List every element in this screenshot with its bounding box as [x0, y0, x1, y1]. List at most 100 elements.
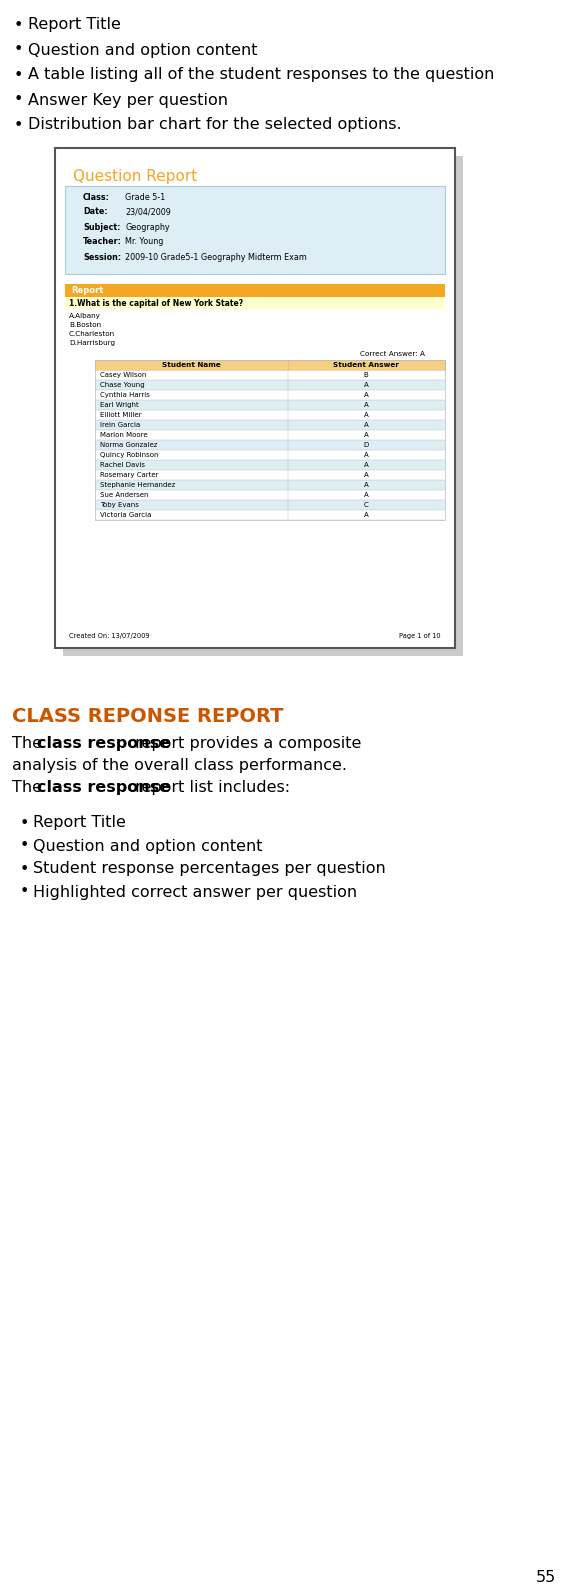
- Bar: [65, 298, 445, 309]
- Text: A: A: [364, 392, 369, 398]
- Bar: [95, 500, 445, 509]
- Text: Rachel Davis: Rachel Davis: [100, 462, 145, 468]
- Text: Student response percentages per question: Student response percentages per questio…: [33, 861, 386, 877]
- Text: Report Title: Report Title: [33, 815, 126, 831]
- Text: A: A: [364, 471, 369, 478]
- Text: Sue Andersen: Sue Andersen: [100, 492, 148, 498]
- Text: C: C: [364, 501, 369, 508]
- Text: •: •: [14, 92, 23, 108]
- Bar: [95, 460, 445, 470]
- Bar: [95, 470, 445, 481]
- Text: •: •: [20, 861, 29, 877]
- Text: report list includes:: report list includes:: [130, 780, 290, 794]
- Text: class response: class response: [37, 736, 170, 751]
- Text: •: •: [14, 18, 23, 32]
- Bar: [95, 380, 445, 390]
- Text: A table listing all of the student responses to the question: A table listing all of the student respo…: [28, 67, 494, 83]
- Bar: [95, 360, 445, 521]
- Text: 2009-10 Grade5-1 Geography Midterm Exam: 2009-10 Grade5-1 Geography Midterm Exam: [125, 253, 307, 261]
- Text: class response: class response: [37, 780, 170, 794]
- Text: Created On: 13/07/2009: Created On: 13/07/2009: [69, 634, 150, 638]
- Text: Earl Wright: Earl Wright: [100, 403, 139, 408]
- Text: Answer Key per question: Answer Key per question: [28, 92, 228, 108]
- Text: Mr. Young: Mr. Young: [125, 237, 163, 247]
- Text: A: A: [364, 482, 369, 489]
- Text: A: A: [364, 403, 369, 408]
- Text: Question and option content: Question and option content: [28, 43, 258, 57]
- Bar: [95, 411, 445, 420]
- Bar: [95, 451, 445, 460]
- Text: C.Charleston: C.Charleston: [69, 331, 115, 338]
- Text: B: B: [364, 373, 369, 377]
- Text: Grade 5-1: Grade 5-1: [125, 193, 165, 202]
- Text: Elliott Miller: Elliott Miller: [100, 412, 142, 419]
- Text: •: •: [20, 885, 29, 899]
- Text: Victoria Garcia: Victoria Garcia: [100, 513, 151, 517]
- Bar: [95, 390, 445, 400]
- Text: report provides a composite: report provides a composite: [130, 736, 361, 751]
- Text: CLASS REPONSE REPORT: CLASS REPONSE REPORT: [12, 707, 283, 726]
- Text: Norma Gonzalez: Norma Gonzalez: [100, 443, 158, 447]
- Text: Rosemary Carter: Rosemary Carter: [100, 471, 159, 478]
- Text: Page 1 of 10: Page 1 of 10: [399, 634, 441, 638]
- Text: Report: Report: [71, 287, 103, 295]
- Text: A: A: [364, 452, 369, 458]
- Text: The: The: [12, 780, 47, 794]
- Text: 1.What is the capital of New York State?: 1.What is the capital of New York State?: [69, 299, 243, 307]
- Bar: [65, 186, 445, 274]
- Text: A: A: [364, 412, 369, 419]
- Text: A: A: [364, 513, 369, 517]
- Text: A: A: [364, 431, 369, 438]
- Bar: [95, 439, 445, 451]
- Text: Geography: Geography: [125, 223, 170, 231]
- Text: Correct Answer: A: Correct Answer: A: [360, 350, 425, 357]
- Text: Quincy Robinson: Quincy Robinson: [100, 452, 159, 458]
- Text: Highlighted correct answer per question: Highlighted correct answer per question: [33, 885, 357, 899]
- Text: Teacher:: Teacher:: [83, 237, 122, 247]
- Bar: [55, 148, 455, 648]
- Text: Chase Young: Chase Young: [100, 382, 144, 388]
- Text: analysis of the overall class performance.: analysis of the overall class performanc…: [12, 758, 347, 774]
- Text: Distribution bar chart for the selected options.: Distribution bar chart for the selected …: [28, 118, 401, 132]
- Bar: [95, 481, 445, 490]
- Bar: [65, 283, 445, 298]
- Text: Student Name: Student Name: [162, 361, 220, 368]
- Text: Report Title: Report Title: [28, 18, 121, 32]
- Text: 55: 55: [536, 1570, 556, 1586]
- Text: Class:: Class:: [83, 193, 110, 202]
- Text: D: D: [364, 443, 369, 447]
- Text: Student Answer: Student Answer: [333, 361, 399, 368]
- Text: Toby Evans: Toby Evans: [100, 501, 139, 508]
- Text: Date:: Date:: [83, 207, 107, 217]
- Text: D.Harrisburg: D.Harrisburg: [69, 341, 115, 345]
- Text: Session:: Session:: [83, 253, 121, 261]
- Bar: [95, 490, 445, 500]
- Bar: [95, 420, 445, 430]
- Text: •: •: [14, 43, 23, 57]
- Text: A: A: [364, 462, 369, 468]
- Bar: [95, 369, 445, 380]
- Text: Question and option content: Question and option content: [33, 839, 263, 853]
- Bar: [95, 360, 445, 369]
- Text: •: •: [14, 67, 23, 83]
- Bar: [63, 156, 463, 656]
- Bar: [95, 509, 445, 521]
- Text: Subject:: Subject:: [83, 223, 120, 231]
- Text: Question Report: Question Report: [73, 169, 197, 183]
- Text: Casey Wilson: Casey Wilson: [100, 373, 146, 377]
- Text: A.Albany: A.Albany: [69, 314, 101, 318]
- Text: The: The: [12, 736, 47, 751]
- Text: B.Boston: B.Boston: [69, 322, 101, 328]
- Text: Cynthia Harris: Cynthia Harris: [100, 392, 150, 398]
- Text: A: A: [364, 492, 369, 498]
- Text: Stephanie Hernandez: Stephanie Hernandez: [100, 482, 175, 489]
- Text: Irein Garcia: Irein Garcia: [100, 422, 140, 428]
- Bar: [95, 430, 445, 439]
- Text: •: •: [20, 815, 29, 831]
- Bar: [95, 400, 445, 411]
- Text: •: •: [14, 118, 23, 132]
- Text: A: A: [364, 422, 369, 428]
- Text: A: A: [364, 382, 369, 388]
- Text: •: •: [20, 839, 29, 853]
- Text: Marion Moore: Marion Moore: [100, 431, 148, 438]
